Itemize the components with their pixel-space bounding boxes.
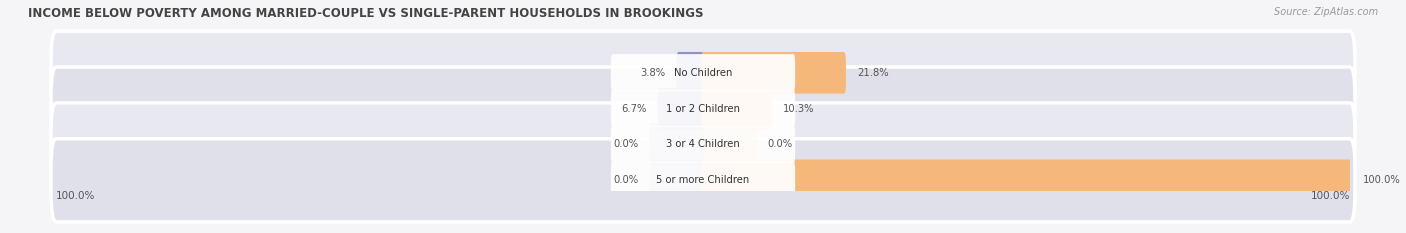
Text: 1 or 2 Children: 1 or 2 Children [666, 104, 740, 114]
FancyBboxPatch shape [702, 124, 756, 165]
Text: 0.0%: 0.0% [613, 140, 638, 149]
FancyBboxPatch shape [658, 88, 704, 129]
Text: 6.7%: 6.7% [621, 104, 647, 114]
Text: 21.8%: 21.8% [856, 68, 889, 78]
FancyBboxPatch shape [610, 126, 796, 163]
Text: 3 or 4 Children: 3 or 4 Children [666, 140, 740, 149]
FancyBboxPatch shape [702, 88, 772, 129]
Text: 10.3%: 10.3% [783, 104, 814, 114]
Text: Source: ZipAtlas.com: Source: ZipAtlas.com [1274, 7, 1378, 17]
Text: 100.0%: 100.0% [1362, 175, 1400, 185]
Text: INCOME BELOW POVERTY AMONG MARRIED-COUPLE VS SINGLE-PARENT HOUSEHOLDS IN BROOKIN: INCOME BELOW POVERTY AMONG MARRIED-COUPL… [28, 7, 703, 20]
Text: 0.0%: 0.0% [613, 175, 638, 185]
Text: 5 or more Children: 5 or more Children [657, 175, 749, 185]
FancyBboxPatch shape [702, 52, 846, 94]
Text: 100.0%: 100.0% [56, 191, 96, 201]
FancyBboxPatch shape [610, 162, 796, 199]
Text: 0.0%: 0.0% [768, 140, 793, 149]
Text: No Children: No Children [673, 68, 733, 78]
FancyBboxPatch shape [51, 67, 1355, 150]
FancyBboxPatch shape [51, 139, 1355, 222]
FancyBboxPatch shape [51, 103, 1355, 186]
Text: 3.8%: 3.8% [640, 68, 665, 78]
FancyBboxPatch shape [702, 160, 1351, 201]
FancyBboxPatch shape [676, 52, 704, 94]
FancyBboxPatch shape [650, 124, 704, 165]
FancyBboxPatch shape [650, 160, 704, 201]
FancyBboxPatch shape [51, 31, 1355, 114]
FancyBboxPatch shape [610, 90, 796, 127]
FancyBboxPatch shape [610, 54, 796, 91]
Text: 100.0%: 100.0% [1310, 191, 1350, 201]
